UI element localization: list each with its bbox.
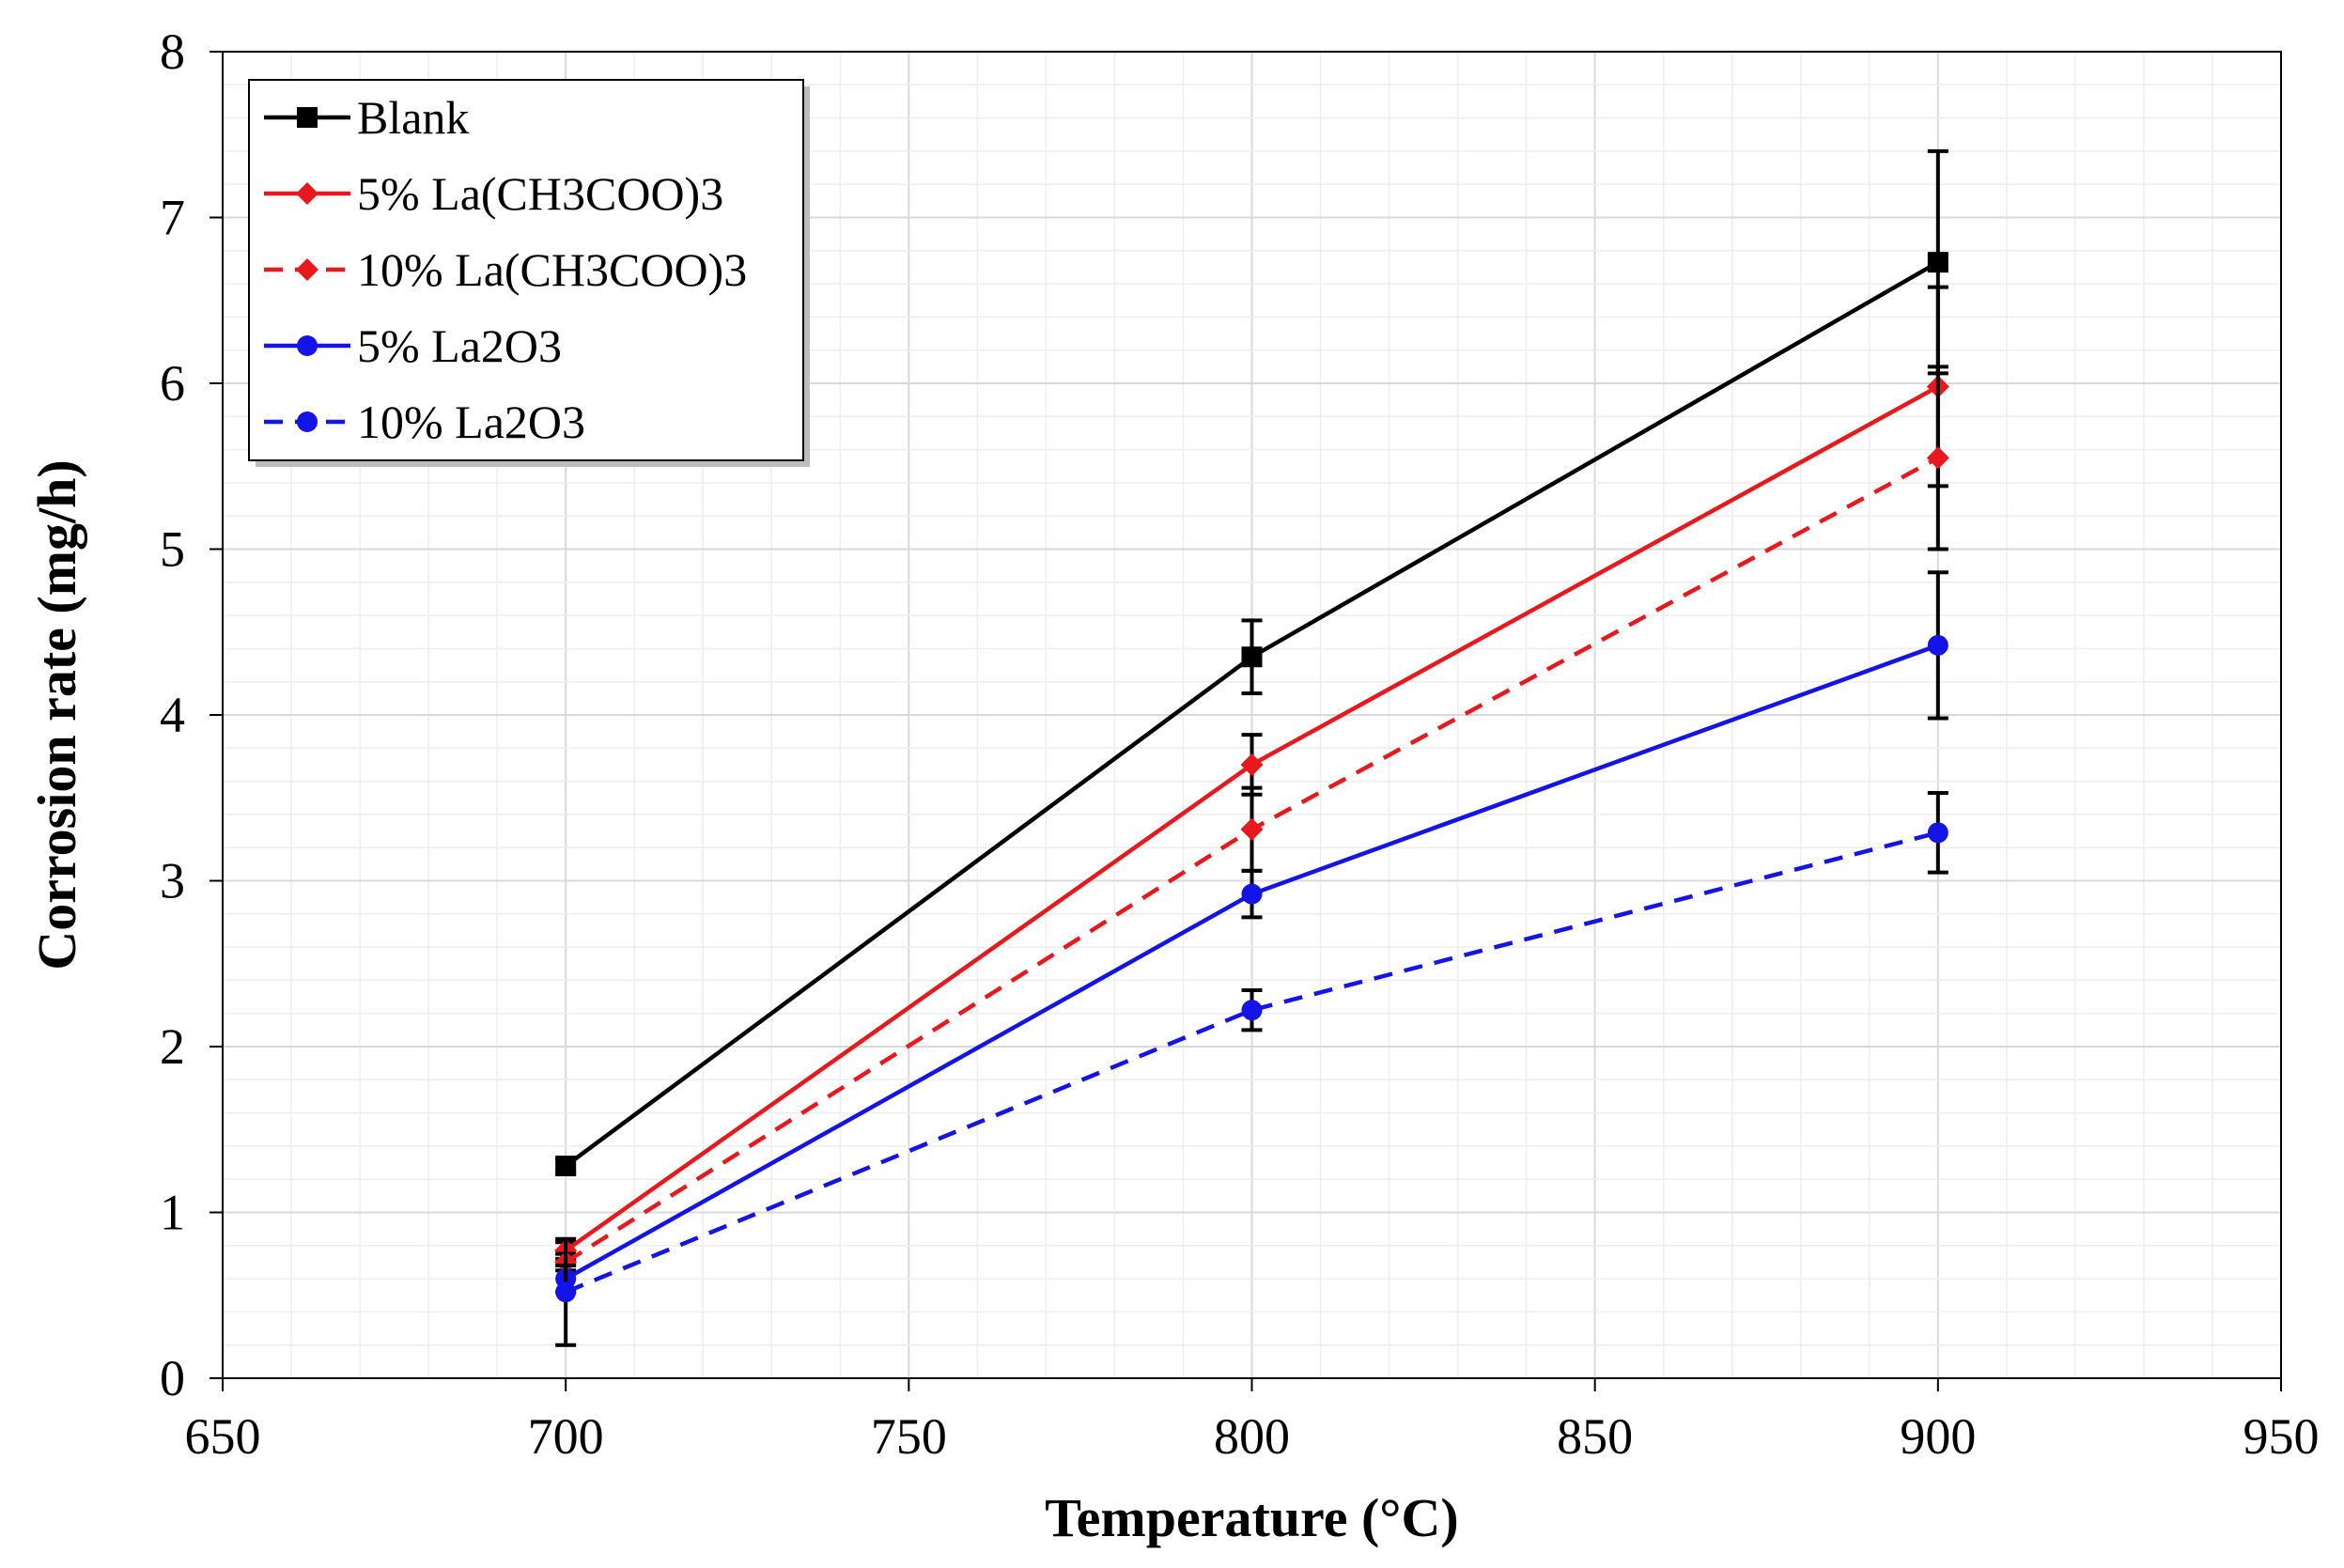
x-tick-label: 750 bbox=[871, 1408, 947, 1465]
legend-entry: 10% La(CH3COO)3 bbox=[264, 243, 747, 296]
data-point bbox=[1927, 822, 1948, 844]
y-tick-label: 4 bbox=[160, 687, 185, 743]
data-point bbox=[1927, 634, 1948, 656]
axes: 650 700 750 800 850 900 950 0 1 2 3 4 5 6 7 8 bbox=[160, 23, 2320, 1465]
legend-entry: Blank bbox=[264, 91, 469, 144]
legend-label: 10% La2O3 bbox=[357, 396, 585, 448]
legend-marker bbox=[296, 258, 318, 281]
y-tick-label: 7 bbox=[160, 190, 185, 246]
series-line bbox=[565, 831, 1939, 1295]
y-tick-label: 0 bbox=[160, 1350, 185, 1406]
legend-entry: 5% La2O3 bbox=[264, 319, 562, 372]
data-point bbox=[1240, 817, 1264, 841]
data-point bbox=[1926, 446, 1949, 470]
x-axis-title: Temperature (°C) bbox=[1045, 1487, 1458, 1548]
legend-entry: 10% La2O3 bbox=[264, 396, 585, 448]
legend-label: 10% La(CH3COO)3 bbox=[357, 243, 747, 296]
data-point bbox=[1241, 883, 1263, 905]
legend-entry: 5% La(CH3COO)3 bbox=[264, 167, 723, 220]
data-point bbox=[1240, 753, 1264, 776]
legend-marker bbox=[297, 335, 318, 356]
y-tick-label: 3 bbox=[160, 853, 185, 909]
series-4 bbox=[555, 790, 1948, 1347]
x-tick-label: 850 bbox=[1557, 1408, 1633, 1465]
y-axis-title: Corrosion rate (mg/h) bbox=[26, 459, 87, 970]
legend-marker bbox=[297, 411, 318, 432]
x-tick-label: 700 bbox=[528, 1408, 604, 1465]
data-point bbox=[1241, 1000, 1263, 1021]
legend-marker bbox=[296, 182, 318, 205]
legend-label: 5% La2O3 bbox=[357, 319, 562, 372]
legend-label: Blank bbox=[357, 91, 469, 144]
legend: Blank 5% La(CH3COO)3 10% La(CH3COO)3 5% La2… bbox=[248, 79, 810, 467]
x-tick-label: 800 bbox=[1214, 1408, 1290, 1465]
y-tick-label: 8 bbox=[160, 23, 185, 80]
y-tick-label: 6 bbox=[160, 355, 185, 411]
data-point bbox=[1927, 252, 1948, 273]
x-tick-label: 900 bbox=[1900, 1408, 1976, 1465]
data-point bbox=[555, 1156, 577, 1177]
y-tick-label: 2 bbox=[160, 1018, 185, 1075]
data-point bbox=[555, 1281, 577, 1303]
x-tick-label: 950 bbox=[2243, 1408, 2320, 1465]
y-tick-label: 1 bbox=[160, 1185, 185, 1241]
data-point bbox=[1241, 646, 1263, 668]
legend-label: 5% La(CH3COO)3 bbox=[357, 167, 723, 220]
y-tick-label: 5 bbox=[160, 521, 185, 578]
data-series bbox=[554, 148, 1949, 1347]
legend-marker bbox=[297, 107, 318, 128]
x-tick-label: 650 bbox=[185, 1408, 261, 1465]
